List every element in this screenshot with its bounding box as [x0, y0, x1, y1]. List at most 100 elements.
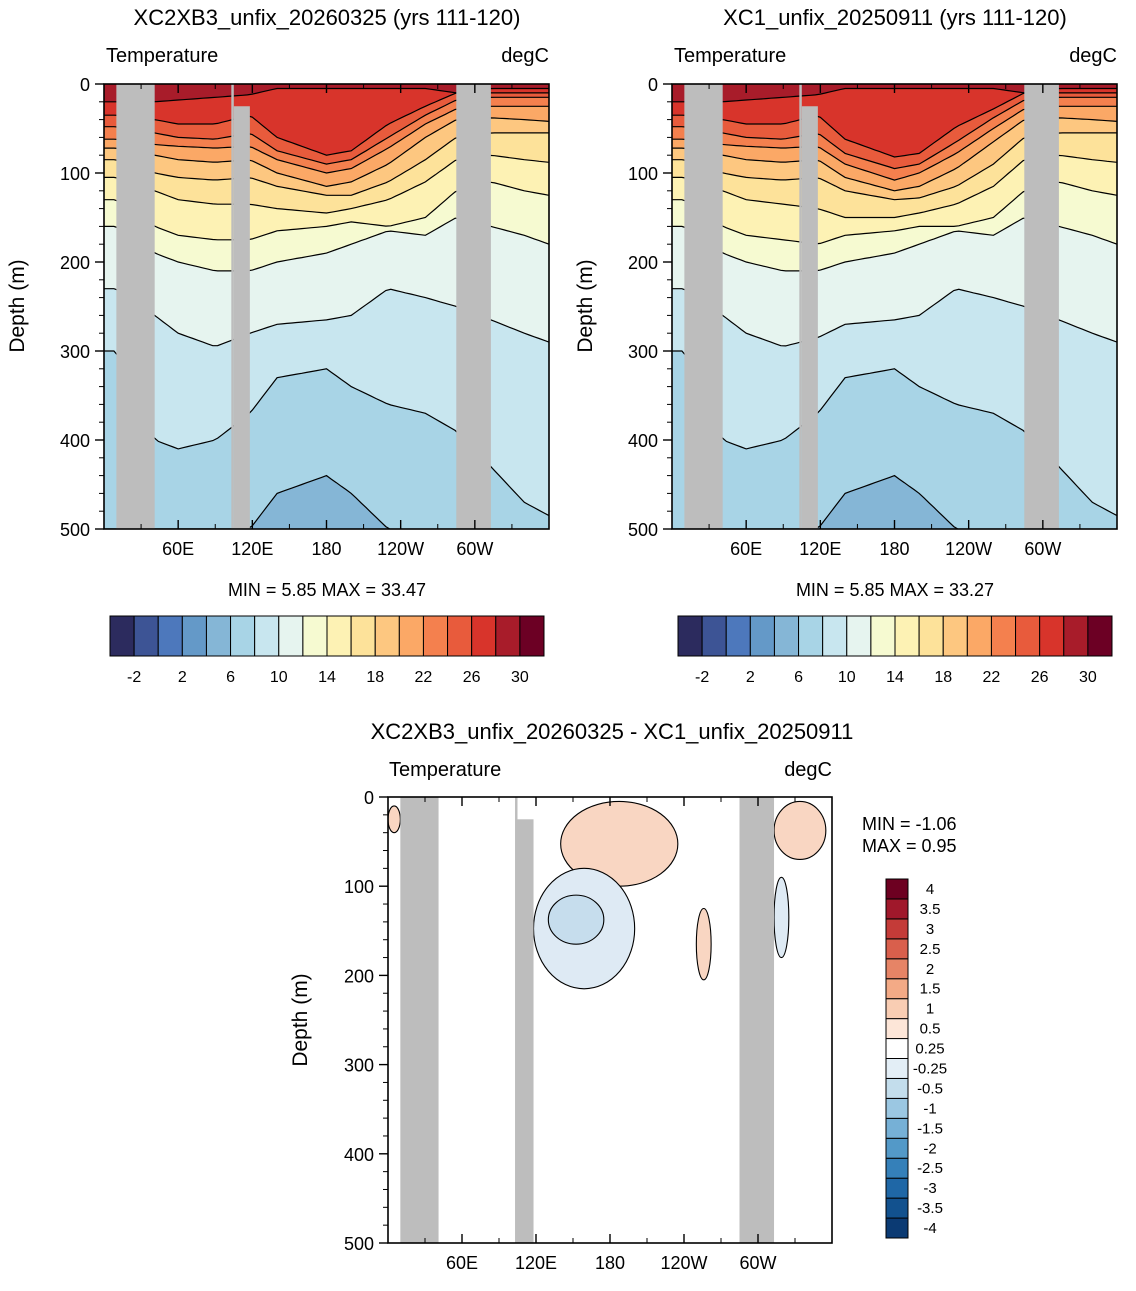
colorbar-label: 6 — [794, 669, 803, 686]
colorbar-label: 2 — [746, 669, 755, 686]
colorbar-label: 30 — [1079, 669, 1097, 686]
x-tick-label: 180 — [879, 539, 909, 559]
colorbar-box — [157, 615, 183, 657]
colorbar-label: 26 — [463, 669, 481, 686]
plot-area — [104, 84, 549, 529]
x-tick-label: 120W — [945, 539, 992, 559]
colorbar-box — [885, 1077, 909, 1099]
land-mask — [517, 819, 534, 1243]
x-tick-label: 60W — [739, 1253, 776, 1273]
isotherm-line — [104, 474, 391, 529]
colorbar-box — [885, 1177, 909, 1199]
colorbar-box — [519, 615, 545, 657]
colorbar-label: 22 — [415, 669, 433, 686]
x-tick-label: 60W — [456, 539, 493, 559]
x-tick-label: 180 — [595, 1253, 625, 1273]
plot-area — [672, 84, 1117, 529]
y-tick-label: 0 — [648, 75, 658, 95]
colorbar-box — [885, 1137, 909, 1159]
panel-2-y-axis-label: Depth (m) — [574, 259, 597, 352]
y-tick-label: 400 — [628, 431, 658, 451]
colorbar-box — [990, 615, 1017, 657]
x-tick-label: 60E — [730, 539, 762, 559]
x-tick-label: 180 — [311, 539, 341, 559]
panel-1-min-max: MIN = 5.85 MAX = 33.47 — [228, 580, 426, 600]
colorbar-label: 2 — [926, 961, 934, 978]
land-mask — [801, 106, 818, 529]
colorbar-label: -3 — [923, 1180, 936, 1197]
colorbar-box — [205, 615, 232, 657]
colorbar-box — [1063, 615, 1089, 657]
colorbar-box — [885, 1217, 909, 1239]
colorbar-box — [918, 615, 944, 657]
colorbar-label: 14 — [886, 669, 904, 686]
land-mask — [116, 84, 155, 529]
colorbar-label: 3 — [926, 921, 934, 938]
colorbar-box — [846, 615, 872, 657]
colorbar-label: 6 — [226, 669, 235, 686]
colorbar-box — [885, 1018, 909, 1040]
panel-2: XC1_unfix_20250911 (yrs 111-120) Tempera… — [574, 5, 1118, 686]
temperature-band — [104, 84, 549, 156]
x-tick-label: 120E — [799, 539, 841, 559]
colorbar-box — [885, 898, 909, 920]
colorbar-label: -2 — [923, 1140, 936, 1157]
colorbar-box — [885, 1097, 909, 1119]
colorbar-label: -4 — [923, 1220, 936, 1237]
panel-1-unit-label: degC — [501, 45, 549, 67]
colorbar-label: 2.5 — [920, 941, 941, 958]
colorbar-label: 18 — [934, 669, 952, 686]
panel-3-unit-label: degC — [784, 759, 832, 781]
colorbar-label: 3.5 — [920, 901, 941, 918]
colorbar-label: 10 — [270, 669, 288, 686]
colorbar-box — [374, 615, 400, 657]
y-tick-label: 500 — [344, 1234, 374, 1254]
anomaly-region — [773, 800, 827, 860]
colorbar-label: 10 — [838, 669, 856, 686]
colorbar-label: 26 — [1031, 669, 1049, 686]
colorbar-label: 18 — [366, 669, 384, 686]
colorbar-box — [1039, 615, 1065, 657]
colorbar-label: -2 — [695, 669, 709, 686]
colorbar-label: -0.25 — [913, 1060, 947, 1077]
colorbar-box — [885, 958, 909, 980]
y-tick-label: 200 — [344, 966, 374, 986]
land-mask — [1024, 84, 1059, 529]
y-tick-label: 0 — [364, 788, 374, 808]
colorbar-label: -3.5 — [917, 1200, 943, 1217]
panel-2-min-max: MIN = 5.85 MAX = 33.27 — [796, 580, 994, 600]
colorbar-box — [1015, 615, 1041, 657]
y-tick-label: 200 — [628, 253, 658, 273]
anomaly-region — [695, 907, 712, 981]
y-tick-label: 300 — [344, 1056, 374, 1076]
panel-3-max-label: MAX = 0.95 — [862, 836, 957, 856]
y-tick-label: 400 — [344, 1145, 374, 1165]
colorbar-label: 2 — [178, 669, 187, 686]
colorbar-box — [422, 615, 449, 657]
colorbar-box — [885, 1157, 909, 1179]
colorbar-box — [181, 615, 207, 657]
anomaly-region — [773, 876, 790, 959]
colorbar-label: 0.5 — [920, 1021, 941, 1038]
colorbar-label: -2 — [127, 669, 141, 686]
colorbar-box — [133, 615, 159, 657]
x-tick-label: 120W — [377, 539, 424, 559]
colorbar-box — [885, 998, 909, 1020]
colorbar-box — [885, 878, 909, 900]
colorbar-box — [885, 1038, 909, 1059]
panel-2-unit-label: degC — [1069, 45, 1117, 67]
colorbar-box — [885, 1197, 909, 1219]
y-tick-label: 300 — [60, 342, 90, 362]
colorbar-box — [885, 1058, 909, 1079]
colorbar-box — [495, 615, 521, 657]
land-mask — [515, 797, 518, 1243]
isotherm-line — [672, 474, 959, 529]
panel-3: XC2XB3_unfix_20260325 - XC1_unfix_202509… — [289, 719, 957, 1273]
panel-1-colorbar: -2 2 6 10 14 18 22 26 30 — [109, 615, 545, 686]
colorbar-box — [725, 615, 751, 657]
y-tick-label: 300 — [628, 342, 658, 362]
land-mask — [799, 84, 802, 529]
colorbar-box — [278, 615, 304, 657]
colorbar-box — [749, 615, 775, 657]
